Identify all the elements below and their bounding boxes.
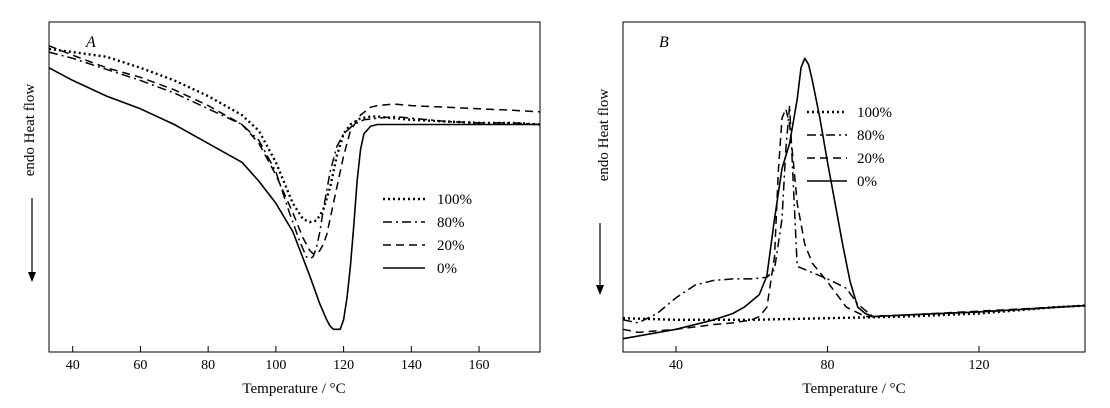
panel-a-x-tick-label: 100	[265, 358, 286, 373]
panel-b-legend-label: 100%	[857, 105, 892, 121]
panel-b-label: B	[659, 34, 669, 51]
panel-a-x-tick-label: 80	[201, 358, 215, 373]
panel-a-legend-label: 100%	[437, 192, 472, 208]
panel-a-legend-label: 20%	[437, 238, 465, 254]
panel-a-legend-label: 80%	[437, 215, 465, 231]
panel-b-x-axis-title: Temperature / °C	[802, 381, 905, 397]
panel-b-x-tick-label: 40	[669, 358, 683, 373]
panel-b-series-20pct-line	[622, 108, 1086, 334]
panel-b-series-0pct-line	[622, 57, 1086, 340]
panel-b-x-ticks: 40 80 120	[669, 346, 989, 373]
panel-b-plot-frame	[622, 21, 1086, 353]
panel-b-x-tick-label: 80	[820, 358, 834, 373]
panel-b-series	[622, 57, 1086, 340]
panel-b-y-axis-title: endo Heat flow	[596, 89, 612, 182]
panel-a-y-axis-arrow	[28, 198, 36, 282]
panel-a-series-100pct-line	[48, 47, 541, 224]
panel-b: B endo Heat flow Temperature / °C 40 80 12…	[596, 21, 1086, 397]
panel-a-series-0pct-line	[48, 67, 540, 331]
panel-b-legend: 100% 80% 20% 0%	[807, 105, 892, 190]
panel-a-x-tick-label: 60	[133, 358, 147, 373]
panel-a-legend-label: 0%	[437, 261, 457, 277]
panel-a-plot-frame	[48, 21, 541, 353]
panel-a-label: A	[85, 34, 96, 51]
panel-b-legend-label: 0%	[857, 174, 877, 190]
panel-a: A endo Heat flow Temperature / °C 40 60 80…	[22, 21, 541, 397]
panel-b-series-100pct-line	[622, 304, 1086, 321]
panel-b-x-tick-label: 120	[968, 358, 989, 373]
panel-b-series-80pct-line	[622, 104, 1086, 324]
panel-a-series-20pct-line	[48, 45, 541, 255]
panel-a-legend: 100% 80% 20% 0%	[383, 192, 472, 277]
panel-a-x-tick-label: 140	[401, 358, 422, 373]
panel-b-legend-label: 80%	[857, 128, 885, 144]
panel-a-x-ticks: 40 60 80 100 120 140 160	[66, 346, 490, 373]
panel-a-series-80pct-line	[48, 51, 541, 260]
panel-a-x-tick-label: 120	[333, 358, 354, 373]
panel-a-series	[48, 45, 541, 331]
panel-a-x-tick-label: 160	[469, 358, 490, 373]
panel-a-x-tick-label: 40	[66, 358, 80, 373]
panel-b-legend-label: 20%	[857, 151, 885, 167]
panel-a-y-axis-title: endo Heat flow	[22, 84, 38, 177]
panel-a-x-axis-title: Temperature / °C	[242, 381, 345, 397]
panel-b-y-axis-arrow	[596, 223, 604, 295]
